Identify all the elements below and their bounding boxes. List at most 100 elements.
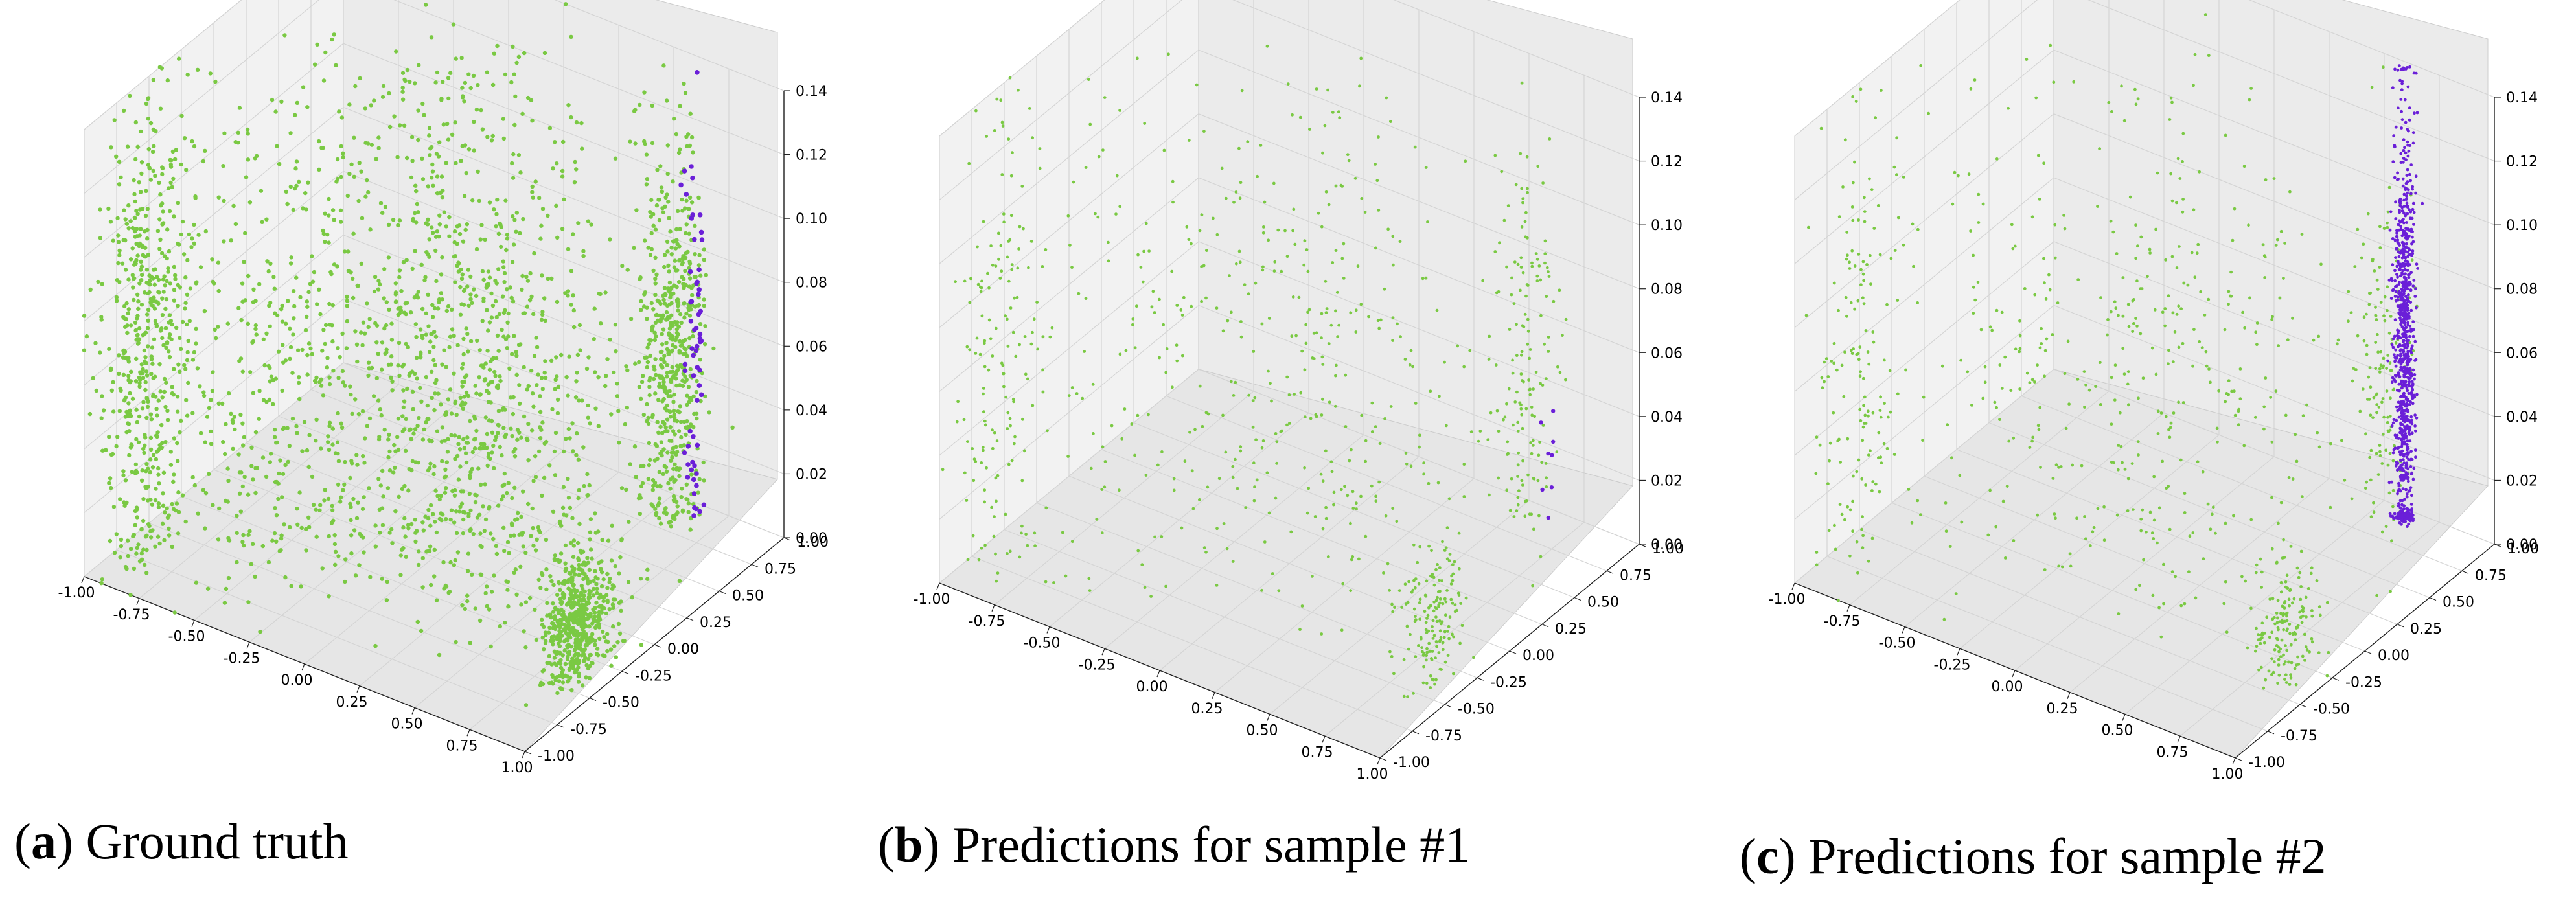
scatter-point bbox=[441, 80, 445, 84]
scatter-point bbox=[1149, 595, 1153, 598]
scatter-point bbox=[487, 200, 492, 205]
scatter-point bbox=[1403, 582, 1407, 586]
scatter-point bbox=[702, 258, 707, 262]
scatter-point bbox=[507, 551, 511, 555]
scatter-point bbox=[684, 231, 688, 236]
scatter-point bbox=[1846, 437, 1850, 441]
scatter-point bbox=[424, 3, 428, 7]
scatter-point bbox=[566, 674, 570, 679]
scatter-point bbox=[507, 366, 512, 371]
scatter-point bbox=[501, 406, 506, 411]
scatter-point bbox=[125, 144, 130, 149]
scatter-point bbox=[2241, 310, 2245, 314]
scatter-point bbox=[546, 213, 550, 218]
scatter-point bbox=[432, 464, 437, 469]
scatter-point bbox=[269, 374, 274, 379]
scatter-point bbox=[628, 139, 632, 144]
scatter-point bbox=[605, 571, 610, 577]
scatter-point bbox=[1872, 340, 1876, 344]
scatter-point bbox=[345, 299, 350, 303]
scatter-point bbox=[685, 475, 691, 480]
scatter-point bbox=[404, 555, 408, 559]
scatter-point bbox=[1000, 173, 1004, 176]
scatter-point bbox=[645, 177, 650, 181]
scatter-point bbox=[553, 387, 557, 391]
scatter-point bbox=[82, 314, 87, 318]
scatter-point bbox=[1493, 250, 1497, 253]
scatter-point bbox=[486, 400, 491, 404]
scatter-point bbox=[689, 422, 693, 427]
scatter-point bbox=[441, 122, 446, 127]
scatter-point bbox=[1524, 407, 1528, 411]
scatter-point bbox=[176, 459, 180, 463]
scatter-point bbox=[246, 533, 251, 537]
scatter-point bbox=[668, 295, 673, 300]
scatter-point bbox=[1488, 334, 1491, 338]
scatter-point bbox=[1011, 330, 1015, 334]
scatter-point bbox=[266, 269, 271, 274]
scatter-point bbox=[397, 218, 402, 223]
scatter-point bbox=[100, 577, 104, 582]
scatter-point bbox=[1438, 667, 1442, 671]
scatter-point bbox=[439, 493, 443, 498]
scatter-point bbox=[985, 466, 988, 470]
scatter-point bbox=[512, 533, 516, 538]
scatter-point bbox=[305, 352, 310, 358]
scatter-point bbox=[233, 222, 238, 227]
scatter-point bbox=[553, 473, 558, 477]
scatter-point bbox=[415, 619, 420, 624]
scatter-point bbox=[1351, 490, 1355, 494]
scatter-point bbox=[236, 452, 241, 457]
scatter-point bbox=[476, 83, 480, 87]
scatter-point bbox=[483, 377, 488, 382]
scatter-point bbox=[543, 359, 547, 363]
scatter-point bbox=[530, 119, 535, 123]
scatter-point bbox=[560, 227, 565, 231]
scatter-point bbox=[495, 333, 500, 338]
scatter-point bbox=[463, 606, 467, 612]
scatter-point bbox=[1158, 356, 1161, 360]
scatter-point bbox=[1385, 96, 1388, 100]
scatter-point bbox=[466, 349, 470, 354]
scatter-point bbox=[435, 306, 441, 311]
scatter-point bbox=[2159, 635, 2163, 639]
x-tick-label: -0.25 bbox=[1079, 657, 1116, 673]
scatter-point bbox=[451, 22, 456, 27]
scatter-point bbox=[558, 551, 564, 556]
scatter-point bbox=[135, 212, 140, 216]
scatter-point bbox=[295, 507, 299, 511]
scatter-point bbox=[687, 231, 691, 236]
scatter-point bbox=[1275, 461, 1278, 465]
scatter-point bbox=[1826, 375, 1830, 378]
scatter-point bbox=[1449, 582, 1453, 586]
scatter-point bbox=[1048, 335, 1052, 339]
scatter-point bbox=[1846, 253, 1849, 257]
scatter-point bbox=[1427, 606, 1431, 610]
scatter-point bbox=[1238, 260, 1242, 264]
scatter-point bbox=[678, 104, 682, 108]
scatter-point bbox=[512, 485, 517, 490]
scatter-point bbox=[1472, 656, 1475, 659]
scatter-point bbox=[1081, 396, 1085, 400]
scatter-point bbox=[249, 464, 254, 468]
scatter-point bbox=[98, 350, 102, 355]
scatter-point bbox=[314, 439, 318, 443]
scatter-point bbox=[281, 343, 285, 347]
scatter-point bbox=[1087, 577, 1091, 580]
scatter-point bbox=[409, 521, 414, 527]
scatter-point bbox=[598, 604, 603, 609]
scatter-point bbox=[501, 494, 505, 499]
scatter-point bbox=[1383, 287, 1386, 291]
scatter-point bbox=[1340, 257, 1344, 260]
scatter-point bbox=[1198, 384, 1202, 388]
scatter-point bbox=[1190, 304, 1193, 308]
scatter-point bbox=[1171, 179, 1175, 183]
scatter-point bbox=[1304, 415, 1307, 419]
scatter-point bbox=[688, 367, 693, 372]
scatter-point bbox=[2082, 370, 2086, 373]
scatter-point bbox=[151, 78, 155, 82]
scatter-point bbox=[1426, 613, 1430, 617]
scatter-point bbox=[323, 341, 327, 347]
scatter-point bbox=[99, 581, 104, 586]
